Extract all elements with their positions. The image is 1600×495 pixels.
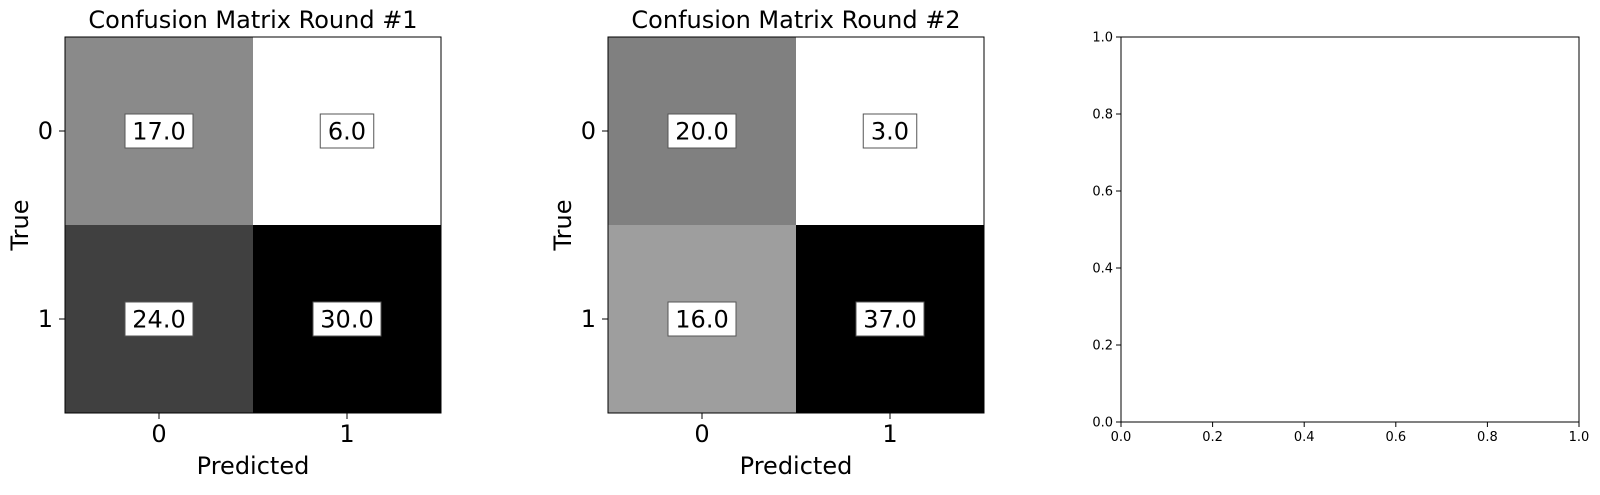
chart-2-ytick-label-0: 0 — [581, 117, 596, 145]
chart-1-cell-label-box-1-1 — [312, 301, 382, 337]
chart-2-xtick-label-0: 0 — [694, 420, 709, 448]
chart-2-title: Confusion Matrix Round #2 — [631, 6, 960, 34]
chart-2-cell-label-0-0: 20.0 — [675, 118, 728, 146]
chart-3-xtick-label-3: 0.6 — [1385, 430, 1406, 445]
chart-1-cell-label-0-0: 17.0 — [132, 118, 185, 146]
chart-2-ytick-label-1: 1 — [581, 305, 596, 333]
chart-3-y-ticks: 0.0 0.2 0.4 0.6 0.8 1.0 — [1092, 31, 1121, 431]
chart-1-cell-label-box-0-1 — [319, 113, 375, 149]
chart-1-xlabel: Predicted — [197, 452, 310, 480]
chart-2-ylabel: True — [549, 200, 577, 252]
chart-1-ylabel: True — [6, 200, 34, 252]
chart-1-cell-label-0-1: 6.0 — [328, 118, 366, 146]
chart-2-cell-label-1-0: 16.0 — [675, 306, 728, 334]
chart-3-ytick-label-2: 0.4 — [1092, 262, 1113, 277]
chart-3-ytick-label-4: 0.8 — [1092, 108, 1113, 123]
chart-3-xtick-label-0: 0.0 — [1111, 430, 1132, 445]
chart-3-ytick-label-5: 1.0 — [1092, 31, 1113, 46]
chart-2-xtick-label-1: 1 — [882, 420, 897, 448]
chart-1-xtick-label-0: 0 — [151, 420, 166, 448]
chart-1-cell-label-1-0: 24.0 — [132, 306, 185, 334]
chart-2-cell-labels: 20.0 3.0 16.0 37.0 — [667, 113, 925, 337]
chart-3-ytick-label-3: 0.6 — [1092, 185, 1113, 200]
chart-1-cell-label-box-0-0 — [124, 113, 194, 149]
chart-2-xlabel: Predicted — [740, 452, 853, 480]
chart-3-xtick-label-1: 0.2 — [1202, 430, 1223, 445]
chart-3-xtick-label-5: 1.0 — [1569, 430, 1590, 445]
chart-2-cells — [608, 37, 984, 413]
chart-3-xtick-label-2: 0.4 — [1294, 430, 1315, 445]
chart-2-cell-label-box-1-1 — [855, 301, 925, 337]
chart-2-cell-label-box-0-1 — [862, 113, 918, 149]
chart-2-cell-label-1-1: 37.0 — [863, 306, 916, 334]
chart-1-cell-labels: 17.0 6.0 24.0 30.0 — [124, 113, 382, 337]
confusion-matrix-round-2: Confusion Matrix Round #2 20.0 3.0 16.0 37.… — [549, 6, 985, 480]
chart-2-cell-label-box-1-0 — [667, 301, 737, 337]
chart-2-frame — [607, 36, 985, 414]
chart-3-ytick-label-1: 0.2 — [1092, 339, 1113, 354]
chart-1-ytick-label-0: 0 — [38, 117, 53, 145]
chart-2-cell-label-box-0-0 — [667, 113, 737, 149]
chart-3-ytick-label-0: 0.0 — [1092, 416, 1113, 431]
chart-1-cell-label-1-1: 30.0 — [320, 306, 373, 334]
chart-3-x-ticks: 0.0 0.2 0.4 0.6 0.8 1.0 — [1111, 422, 1590, 445]
chart-2-cell-label-0-1: 3.0 — [871, 118, 909, 146]
chart-1-ytick-label-1: 1 — [38, 305, 53, 333]
chart-1-frame — [64, 36, 442, 414]
chart-1-cell-label-box-1-0 — [124, 301, 194, 337]
chart-1-xtick-label-1: 1 — [339, 420, 354, 448]
chart-1-title: Confusion Matrix Round #1 — [88, 6, 417, 34]
chart-3-xtick-label-4: 0.8 — [1477, 430, 1498, 445]
chart-1-cells — [65, 37, 441, 413]
chart-3-frame — [1120, 36, 1580, 423]
empty-axes-chart: 0.0 0.2 0.4 0.6 0.8 1.0 0.0 0.2 0.4 0.6 0.8 1.0 — [1092, 31, 1589, 446]
confusion-matrix-round-1: Confusion Matrix Round #1 17.0 6.0 24.0 30.… — [6, 6, 442, 480]
